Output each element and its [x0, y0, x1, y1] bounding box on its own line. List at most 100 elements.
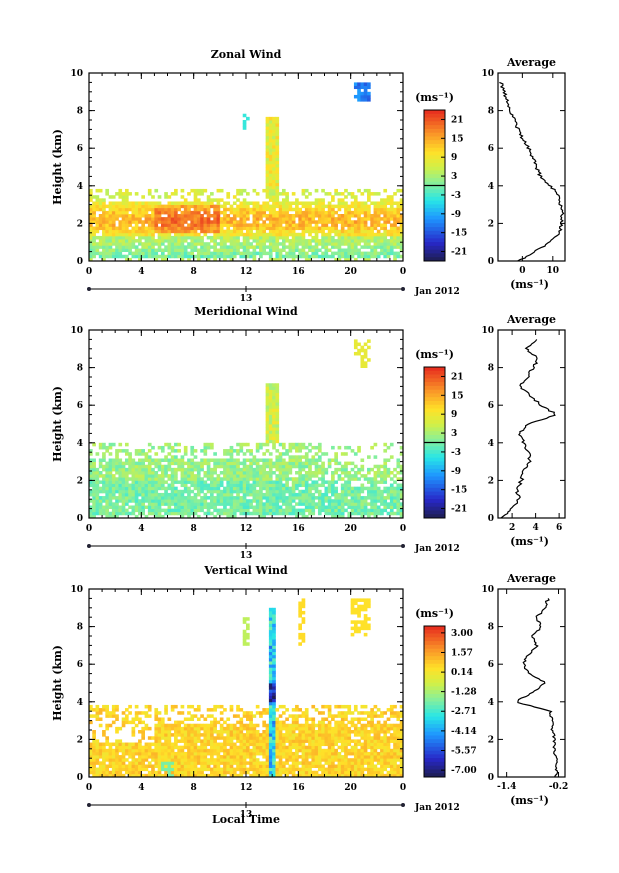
heatmap-cell: [203, 717, 208, 721]
heatmap-cell: [360, 474, 365, 478]
heatmap-cell: [219, 711, 224, 715]
heatmap-cell: [174, 449, 178, 453]
y-tick-label: 10: [70, 326, 83, 336]
heatmap-cell: [111, 201, 116, 205]
heatmap-cell: [242, 126, 247, 130]
date-axis-end: [401, 287, 405, 291]
heatmap-cell: [111, 242, 116, 246]
heatmap-cell: [203, 486, 208, 491]
heatmap-cell: [242, 636, 247, 640]
heatmap-cell: [265, 492, 270, 497]
heatmap-cell: [399, 188, 404, 193]
heatmap-cell: [350, 201, 355, 205]
heatmap-cell: [193, 773, 198, 778]
heatmap-cell: [151, 248, 155, 252]
heatmap-cell: [252, 739, 257, 743]
heatmap-cell: [281, 210, 286, 215]
heatmap-cell: [102, 245, 106, 249]
heatmap-cell: [337, 239, 342, 243]
heatmap-cell: [167, 204, 172, 209]
heatmap-cell: [363, 94, 368, 99]
heatmap-cell: [298, 207, 302, 212]
heatmap-cell: [268, 648, 273, 653]
heatmap-cell: [278, 474, 283, 478]
heatmap-cell: [334, 220, 338, 224]
heatmap-cell: [92, 226, 96, 231]
heatmap-cell: [360, 235, 365, 240]
heatmap-cell: [389, 235, 394, 240]
heatmap-cell: [138, 505, 142, 509]
heatmap-cell: [223, 726, 227, 731]
heatmap-cell: [219, 508, 224, 513]
heatmap-cell: [193, 214, 198, 218]
heatmap-cell: [183, 480, 188, 484]
heatmap-cell: [308, 192, 312, 196]
heatmap-cell: [111, 514, 116, 519]
heatmap-cell: [340, 226, 345, 231]
heatmap-cell: [92, 492, 96, 497]
heatmap-cell: [367, 98, 371, 102]
heatmap-cell: [357, 201, 361, 205]
heatmap-cell: [249, 755, 253, 759]
heatmap-cell: [259, 748, 263, 753]
heatmap-cell: [138, 492, 142, 497]
heatmap-cell: [183, 254, 188, 259]
heatmap-cell: [396, 207, 401, 212]
heatmap-cell: [393, 242, 397, 246]
heatmap-cell: [160, 736, 165, 740]
heatmap-cell: [121, 720, 126, 725]
heatmap-cell: [295, 511, 299, 516]
heatmap-cell: [380, 245, 384, 249]
heatmap-cell: [288, 226, 293, 231]
heatmap-cell: [373, 514, 378, 519]
heatmap-cell: [89, 751, 93, 756]
heatmap-cell: [115, 201, 119, 205]
heatmap-cell: [239, 242, 244, 246]
heatmap-cell: [285, 471, 289, 475]
heatmap-cell: [314, 452, 319, 456]
heatmap-cell: [141, 245, 145, 249]
heatmap-cell: [147, 254, 152, 259]
heatmap-cell: [210, 745, 214, 750]
heatmap-cell: [249, 467, 253, 472]
heatmap-cell: [216, 748, 221, 753]
heatmap-cell: [242, 486, 247, 491]
heatmap-cell: [157, 499, 162, 503]
heatmap-cell: [92, 739, 96, 743]
heatmap-cell: [187, 499, 191, 503]
heatmap-cell: [347, 461, 352, 466]
heatmap-cell: [180, 257, 185, 262]
profile-y-tick-label: 8: [488, 107, 494, 117]
heatmap-cell: [206, 505, 211, 509]
heatmap-cell: [115, 514, 119, 519]
heatmap-cell: [210, 204, 214, 209]
heatmap-cell: [105, 220, 110, 224]
heatmap-cell: [167, 461, 172, 466]
heatmap-cell: [255, 496, 260, 500]
heatmap-cell: [108, 751, 113, 756]
heatmap-cell: [373, 223, 378, 227]
heatmap-cell: [102, 220, 106, 224]
heatmap-cell: [308, 254, 312, 259]
heatmap-cell: [196, 770, 201, 775]
heatmap-cell: [111, 711, 116, 715]
heatmap-cell: [285, 474, 289, 478]
heatmap-cell: [389, 229, 394, 234]
heatmap-cell: [131, 770, 136, 775]
heatmap-cell: [131, 232, 136, 237]
heatmap-cell: [232, 226, 237, 231]
heatmap-cell: [373, 254, 378, 259]
heatmap-cell: [321, 214, 325, 218]
heatmap-cell: [121, 192, 126, 196]
heatmap-cell: [154, 452, 159, 456]
heatmap-cell: [180, 736, 185, 740]
heatmap-cell: [239, 745, 244, 750]
heatmap-cell: [115, 229, 119, 234]
heatmap-cell: [236, 207, 240, 212]
heatmap-cell: [367, 489, 371, 494]
heatmap-cell: [239, 511, 244, 516]
colorbar-segment: [424, 487, 445, 492]
heatmap-cell: [128, 761, 132, 765]
heatmap-cell: [291, 489, 296, 494]
heatmap-cell: [396, 220, 401, 224]
